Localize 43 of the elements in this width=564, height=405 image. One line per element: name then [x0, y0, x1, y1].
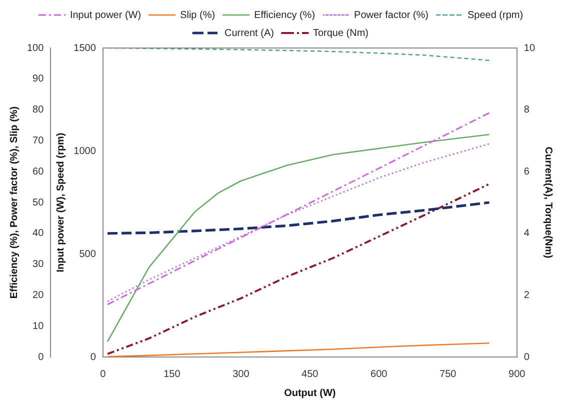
y2-tick-label: 6	[524, 166, 530, 178]
y-tick-label: 90	[32, 74, 44, 85]
line-series	[106, 143, 490, 302]
y3-axis-title: Input power (W), Speed (rpm)	[55, 132, 66, 272]
y2-tick-label: 2	[524, 290, 530, 301]
legend-label: Slip (%)	[180, 10, 216, 21]
line-series	[106, 112, 490, 306]
line-series	[106, 182, 490, 355]
y-tick-label: 80	[32, 104, 44, 116]
y-tick-label: 20	[32, 290, 44, 301]
y-tick-label: 50	[32, 197, 44, 208]
y-tick-label: 100	[26, 42, 44, 54]
y2-tick-label: 0	[524, 352, 530, 363]
y3-tick-label: 0	[90, 352, 96, 363]
legend-label: Speed (rpm)	[467, 10, 524, 21]
y3-tick-label: 500	[79, 248, 96, 260]
x-tick-label: 900	[508, 368, 526, 380]
y2-axis-title: Current(A), Torque(Nm)	[542, 146, 554, 258]
x-tick-label: 750	[440, 368, 457, 380]
legend-label: Torque (Nm)	[312, 28, 369, 39]
x-tick-label: 600	[370, 368, 388, 380]
y-tick-label: 40	[32, 228, 44, 240]
y-tick-label: 30	[32, 259, 44, 270]
y-tick-label: 70	[32, 135, 44, 146]
x-axis-title: Output (W)	[284, 388, 336, 399]
x-tick-label: 0	[100, 368, 106, 380]
y3-tick-label: 1500	[74, 42, 96, 54]
y-tick-label: 0	[38, 352, 44, 363]
x-tick-label: 450	[302, 368, 319, 380]
line-series	[106, 201, 491, 235]
y2-tick-label: 8	[524, 104, 530, 116]
y-axis-title: Efficiency (%), Power factor (%), Slip (%)	[8, 106, 20, 299]
y2-tick-label: 10	[524, 42, 536, 54]
legend-label: Efficiency (%)	[254, 10, 316, 21]
y-tick-label: 60	[32, 166, 44, 178]
y2-tick-label: 4	[524, 228, 530, 240]
legend-label: Current (A)	[224, 28, 274, 39]
legend-label: Power factor (%)	[354, 10, 428, 21]
legend-label: Input power (W)	[70, 10, 142, 21]
y3-tick-label: 1000	[74, 146, 96, 157]
y-tick-label: 10	[32, 320, 44, 332]
x-tick-label: 150	[164, 368, 181, 380]
x-tick-label: 300	[232, 368, 250, 380]
